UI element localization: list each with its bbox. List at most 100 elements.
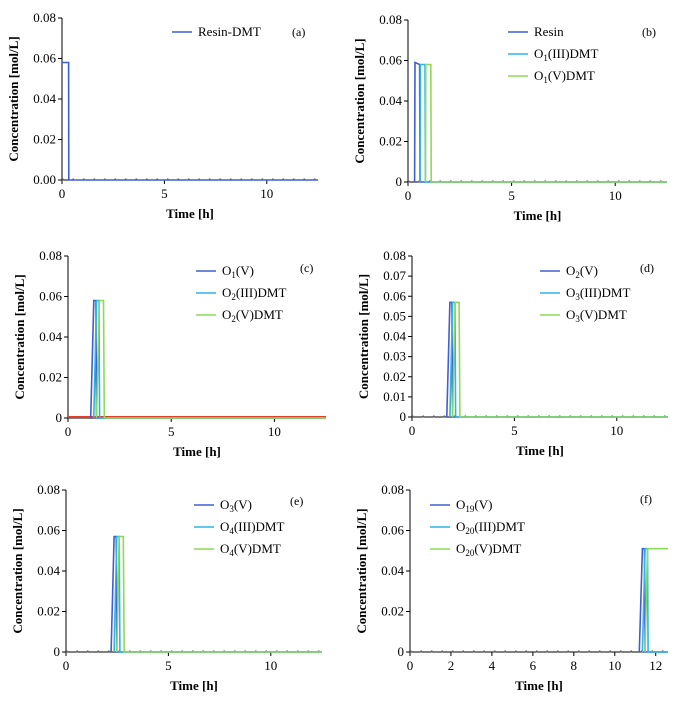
y-tick-label: 0.08 bbox=[383, 248, 406, 263]
x-tick-label: 10 bbox=[264, 658, 277, 673]
y-tick-label: 0.07 bbox=[383, 268, 406, 283]
y-tick-label: 0.06 bbox=[383, 288, 406, 303]
y-tick-label: 0.08 bbox=[379, 12, 402, 27]
y-tick-label: 0.08 bbox=[39, 248, 62, 263]
legend-label: O1(V) bbox=[222, 263, 254, 280]
y-tick-label: 0.06 bbox=[379, 53, 402, 68]
x-tick-label: 5 bbox=[508, 188, 515, 203]
x-axis-title: Time [h] bbox=[170, 678, 218, 693]
legend-label: O1(III)DMT bbox=[534, 46, 598, 63]
y-tick-label: 0 bbox=[400, 409, 407, 424]
panel-c: 0 0.02 0.04 0.06 0.08 0 5 10 Time [h] Concentrati… bbox=[12, 248, 326, 459]
legend-label: O3(III)DMT bbox=[566, 285, 630, 302]
x-tick-label: 5 bbox=[168, 424, 175, 439]
y-tick-label: 0.02 bbox=[39, 370, 62, 385]
y-tick-label: 0.06 bbox=[33, 51, 56, 66]
series-line-3 bbox=[95, 299, 326, 419]
x-tick-label: 5 bbox=[165, 658, 172, 673]
legend-label: O20(V)DMT bbox=[456, 541, 521, 558]
x-tick-label: 5 bbox=[161, 186, 168, 201]
legend-label: Resin bbox=[534, 24, 564, 39]
y-tick-label: 0.01 bbox=[383, 389, 406, 404]
series-line-3 bbox=[644, 547, 668, 653]
x-tick-label: 10 bbox=[260, 186, 273, 201]
x-tick-label: 0 bbox=[407, 658, 414, 673]
panel-label: (e) bbox=[290, 494, 303, 508]
x-axis-title: Time [h] bbox=[515, 678, 563, 693]
x-tick-label: 8 bbox=[571, 658, 578, 673]
y-tick-label: 0.08 bbox=[37, 482, 60, 497]
y-tick-label: 0.02 bbox=[379, 134, 402, 149]
x-tick-label: 0 bbox=[65, 424, 72, 439]
series-line-3 bbox=[424, 63, 667, 183]
y-tick-label: 0.04 bbox=[379, 93, 402, 108]
x-axis-title: Time [h] bbox=[166, 206, 214, 221]
legend-label: O19(V) bbox=[456, 497, 492, 514]
x-tick-label: 0 bbox=[59, 186, 66, 201]
x-tick-label: 10 bbox=[609, 188, 622, 203]
y-tick-label: 0.06 bbox=[39, 289, 62, 304]
panel-label: (f) bbox=[640, 492, 652, 506]
x-tick-label: 5 bbox=[511, 423, 518, 438]
y-tick-label: 0 bbox=[396, 174, 403, 189]
y-tick-label: 0.08 bbox=[33, 10, 56, 25]
series-line-1 bbox=[110, 535, 322, 653]
x-axis-title: Time [h] bbox=[173, 444, 221, 459]
legend-label: O1(V)DMT bbox=[534, 68, 595, 85]
x-tick-label: 0 bbox=[405, 188, 412, 203]
series-line-1 bbox=[62, 61, 318, 181]
y-tick-label: 0.04 bbox=[383, 329, 406, 344]
x-tick-label: 10 bbox=[608, 658, 621, 673]
x-tick-label: 0 bbox=[409, 423, 416, 438]
x-tick-label: 10 bbox=[610, 423, 623, 438]
panel-label: (d) bbox=[640, 261, 654, 275]
y-tick-label: 0.04 bbox=[39, 329, 62, 344]
legend-label: O4(III)DMT bbox=[220, 519, 284, 536]
y-axis-title: Concentration [mol/L] bbox=[6, 36, 21, 161]
legend-label: O3(V) bbox=[220, 497, 252, 514]
y-tick-label: 0 bbox=[56, 410, 63, 425]
x-tick-label: 2 bbox=[448, 658, 455, 673]
y-tick-label: 0.04 bbox=[33, 91, 56, 106]
y-tick-label: 0.06 bbox=[381, 523, 404, 538]
y-tick-label: 0.04 bbox=[381, 563, 404, 578]
y-axis-title: Concentration [mol/L] bbox=[352, 38, 367, 163]
y-tick-label: 0.04 bbox=[37, 563, 60, 578]
series-line-2 bbox=[449, 301, 668, 418]
y-tick-label: 0 bbox=[398, 644, 405, 659]
legend-label: O4(V)DMT bbox=[220, 541, 281, 558]
y-tick-label: 0.03 bbox=[383, 349, 406, 364]
y-tick-label: 0.02 bbox=[383, 369, 406, 384]
legend-label: O2(III)DMT bbox=[222, 285, 286, 302]
y-axis-title: Concentration [mol/L] bbox=[356, 274, 371, 399]
y-tick-label: 0.02 bbox=[381, 604, 404, 619]
legend-label: O3(V)DMT bbox=[566, 307, 627, 324]
y-axis-title: Concentration [mol/L] bbox=[12, 274, 27, 399]
series-line-2 bbox=[113, 535, 322, 653]
y-axis-title: Concentration [mol/L] bbox=[354, 508, 369, 633]
legend-label: Resin-DMT bbox=[198, 24, 261, 39]
series-line-1 bbox=[89, 299, 326, 419]
y-tick-label: 0.02 bbox=[33, 132, 56, 147]
series-line-3 bbox=[451, 301, 668, 418]
x-tick-label: 10 bbox=[268, 424, 281, 439]
panel-a: 0.00 0.02 0.04 0.06 0.08 0 5 10 Time [h] Concentr… bbox=[6, 10, 318, 221]
y-tick-label: 0 bbox=[54, 644, 61, 659]
x-tick-label: 0 bbox=[63, 658, 70, 673]
panel-d: 0 0.01 0.02 0.03 0.04 0.05 0.06 0.07 0.08 0 5 10 Tim… bbox=[356, 248, 668, 458]
panel-label: (b) bbox=[642, 25, 656, 39]
series-line-3 bbox=[116, 535, 322, 653]
x-tick-label: 12 bbox=[649, 658, 662, 673]
x-axis-title: Time [h] bbox=[514, 208, 562, 223]
panel-f: 0 0.02 0.04 0.06 0.08 0 2 4 6 8 10 12 Time [h] Concen… bbox=[354, 482, 668, 693]
x-tick-label: 4 bbox=[489, 658, 496, 673]
legend-label: O2(V)DMT bbox=[222, 307, 283, 324]
y-tick-label: 0.05 bbox=[383, 308, 406, 323]
x-axis-title: Time [h] bbox=[516, 443, 564, 458]
y-tick-label: 0.06 bbox=[37, 523, 60, 538]
legend-label: O20(III)DMT bbox=[456, 519, 525, 536]
panel-label: (c) bbox=[300, 261, 313, 275]
panel-label: (a) bbox=[292, 25, 305, 39]
series-line-2 bbox=[93, 299, 326, 419]
